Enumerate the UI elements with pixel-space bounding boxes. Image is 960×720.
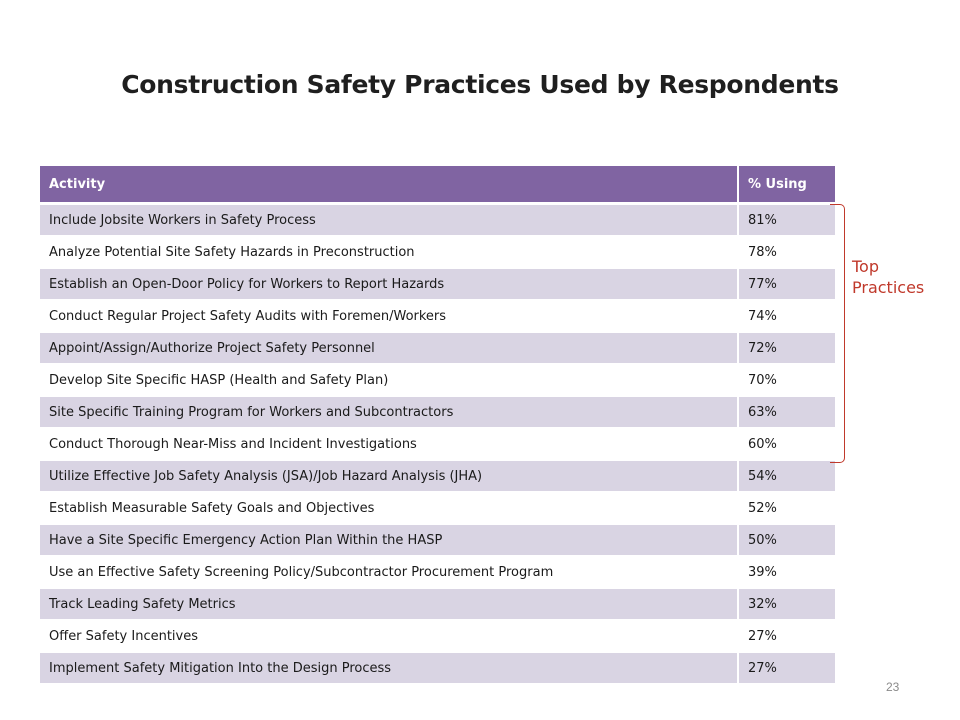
table-row: Establish Measurable Safety Goals and Ob… [40,492,835,525]
top-practices-label-line2: Practices [852,278,925,297]
table-row: Develop Site Specific HASP (Health and S… [40,364,835,397]
top-practices-bracket [830,204,845,463]
safety-practices-table: Activity % Using Include Jobsite Workers… [40,166,835,685]
table-row: Conduct Thorough Near-Miss and Incident … [40,428,835,461]
table-row: Appoint/Assign/Authorize Project Safety … [40,332,835,365]
activity-cell: Develop Site Specific HASP (Health and S… [40,364,738,397]
table-row: Analyze Potential Site Safety Hazards in… [40,236,835,269]
percent-cell: 70% [737,364,835,397]
percent-cell: 74% [737,300,835,333]
table-row: Offer Safety Incentives 27% [40,620,835,653]
activity-cell: Analyze Potential Site Safety Hazards in… [40,236,738,269]
table-row: Track Leading Safety Metrics 32% [40,588,835,621]
activity-cell: Appoint/Assign/Authorize Project Safety … [40,332,738,365]
table-row: Site Specific Training Program for Worke… [40,396,835,429]
percent-cell: 63% [737,396,835,429]
percent-cell: 54% [737,460,835,493]
activity-cell: Conduct Regular Project Safety Audits wi… [40,300,738,333]
percent-cell: 81% [737,203,835,237]
activity-cell: Track Leading Safety Metrics [40,588,738,621]
activity-cell: Use an Effective Safety Screening Policy… [40,556,738,589]
activity-cell: Have a Site Specific Emergency Action Pl… [40,524,738,557]
percent-cell: 27% [737,620,835,653]
slide-title: Construction Safety Practices Used by Re… [121,70,839,99]
top-practices-label-line1: Top [852,257,879,276]
table-row: Have a Site Specific Emergency Action Pl… [40,524,835,557]
percent-cell: 32% [737,588,835,621]
table-header-row: Activity % Using [40,166,835,205]
percent-cell: 72% [737,332,835,365]
activity-cell: Implement Safety Mitigation Into the Des… [40,652,738,685]
percent-cell: 60% [737,428,835,461]
activity-cell: Site Specific Training Program for Worke… [40,396,738,429]
percent-cell: 77% [737,268,835,301]
percent-cell: 78% [737,236,835,269]
percent-cell: 50% [737,524,835,557]
header-percent-using: % Using [737,166,835,205]
page-number: 23 [886,680,900,694]
activity-cell: Conduct Thorough Near-Miss and Incident … [40,428,738,461]
percent-cell: 52% [737,492,835,525]
activity-cell: Utilize Effective Job Safety Analysis (J… [40,460,738,493]
activity-cell: Establish an Open-Door Policy for Worker… [40,268,738,301]
percent-cell: 39% [737,556,835,589]
table-row: Conduct Regular Project Safety Audits wi… [40,300,835,333]
activity-cell: Establish Measurable Safety Goals and Ob… [40,492,738,525]
top-practices-label: Top Practices [852,256,924,298]
activity-cell: Include Jobsite Workers in Safety Proces… [40,203,738,237]
table-row: Include Jobsite Workers in Safety Proces… [40,203,835,237]
table-row: Implement Safety Mitigation Into the Des… [40,652,835,685]
table-row: Use an Effective Safety Screening Policy… [40,556,835,589]
header-activity: Activity [40,166,738,205]
activity-cell: Offer Safety Incentives [40,620,738,653]
percent-cell: 27% [737,652,835,685]
table-row: Establish an Open-Door Policy for Worker… [40,268,835,301]
table-row: Utilize Effective Job Safety Analysis (J… [40,460,835,493]
